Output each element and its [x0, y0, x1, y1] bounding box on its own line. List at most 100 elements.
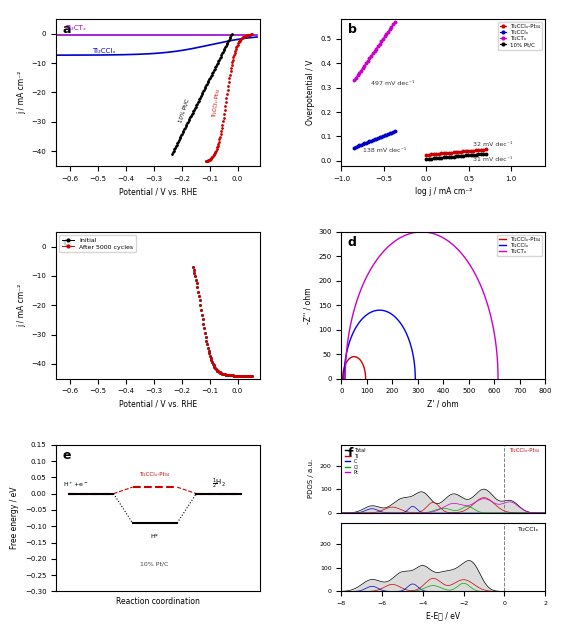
Point: [208, 357, 217, 368]
Point: [193, 99, 202, 109]
Point: [201, 331, 210, 342]
Point: [234, 371, 243, 381]
Point: [175, 134, 184, 144]
Point: [210, 362, 219, 372]
Point: [247, 371, 256, 381]
Point: [218, 369, 227, 379]
Point: [179, 126, 188, 136]
Point: [245, 371, 254, 381]
Point: [222, 370, 231, 380]
Point: [234, 371, 243, 381]
Point: [221, 370, 230, 380]
Point: [178, 127, 187, 137]
Point: [226, 370, 235, 380]
Point: [189, 265, 198, 275]
Point: [217, 368, 226, 378]
Point: [223, 89, 232, 99]
Point: [217, 123, 226, 133]
Point: [244, 371, 253, 381]
Point: [232, 371, 241, 381]
Point: [238, 371, 247, 381]
Point: [215, 53, 224, 63]
Point: [176, 132, 185, 142]
Y-axis label: j / mA cm⁻²: j / mA cm⁻²: [17, 284, 26, 327]
Point: [243, 30, 252, 40]
Point: [226, 63, 235, 73]
X-axis label: E-E₟ / eV: E-E₟ / eV: [426, 612, 460, 621]
Point: [184, 115, 193, 125]
Point: [213, 366, 222, 376]
Point: [221, 41, 230, 51]
Point: [222, 370, 231, 380]
Point: [201, 82, 210, 92]
Point: [223, 370, 232, 380]
Text: d: d: [347, 237, 356, 249]
Text: $\frac{1}{2}$H$_2$: $\frac{1}{2}$H$_2$: [212, 476, 226, 491]
X-axis label: Potential / V vs. RHE: Potential / V vs. RHE: [119, 187, 197, 196]
Point: [192, 100, 201, 110]
Point: [207, 153, 216, 163]
Point: [223, 370, 232, 380]
Point: [236, 371, 245, 381]
Point: [227, 370, 236, 380]
Point: [227, 370, 236, 380]
Point: [232, 371, 241, 381]
Point: [169, 146, 178, 156]
X-axis label: log j / mA cm⁻²: log j / mA cm⁻²: [415, 187, 472, 196]
Point: [222, 93, 231, 103]
Point: [215, 367, 224, 377]
Point: [237, 371, 246, 381]
Point: [231, 371, 240, 381]
Point: [174, 135, 183, 145]
Point: [217, 50, 226, 60]
Point: [220, 105, 229, 115]
Point: [225, 370, 234, 380]
Point: [206, 73, 215, 83]
Point: [194, 286, 203, 296]
Point: [172, 139, 181, 149]
Point: [211, 363, 220, 373]
Point: [192, 275, 201, 285]
Point: [206, 353, 215, 363]
Point: [216, 368, 225, 378]
Text: a: a: [62, 24, 71, 36]
Point: [211, 60, 220, 71]
Point: [233, 41, 242, 51]
Legend: Initial, After 5000 cycles: Initial, After 5000 cycles: [60, 235, 136, 252]
Text: Ti₂CClₓ: Ti₂CClₓ: [518, 527, 539, 532]
Point: [230, 48, 239, 58]
Point: [210, 362, 219, 372]
Point: [201, 331, 210, 342]
Point: [178, 129, 187, 139]
Point: [224, 370, 233, 380]
Point: [243, 371, 252, 381]
Point: [215, 367, 224, 377]
Point: [235, 36, 244, 46]
Point: [235, 371, 244, 381]
Point: [191, 102, 200, 112]
Point: [234, 371, 243, 381]
Point: [167, 149, 176, 159]
Point: [217, 48, 226, 59]
Point: [209, 65, 218, 75]
Point: [232, 42, 241, 52]
Point: [191, 271, 200, 281]
Point: [220, 370, 229, 380]
Point: [196, 92, 205, 102]
Point: [185, 114, 194, 124]
Point: [215, 367, 224, 377]
Point: [239, 32, 248, 42]
Point: [238, 33, 247, 43]
Point: [243, 371, 252, 381]
Y-axis label: j / mA cm⁻²: j / mA cm⁻²: [17, 71, 26, 114]
Point: [187, 109, 196, 120]
Point: [189, 265, 198, 275]
Point: [236, 35, 245, 45]
Point: [200, 85, 209, 95]
Point: [221, 101, 230, 111]
Point: [213, 366, 222, 376]
Point: [190, 268, 199, 278]
Point: [196, 300, 205, 310]
Point: [212, 59, 221, 69]
Point: [193, 282, 202, 293]
